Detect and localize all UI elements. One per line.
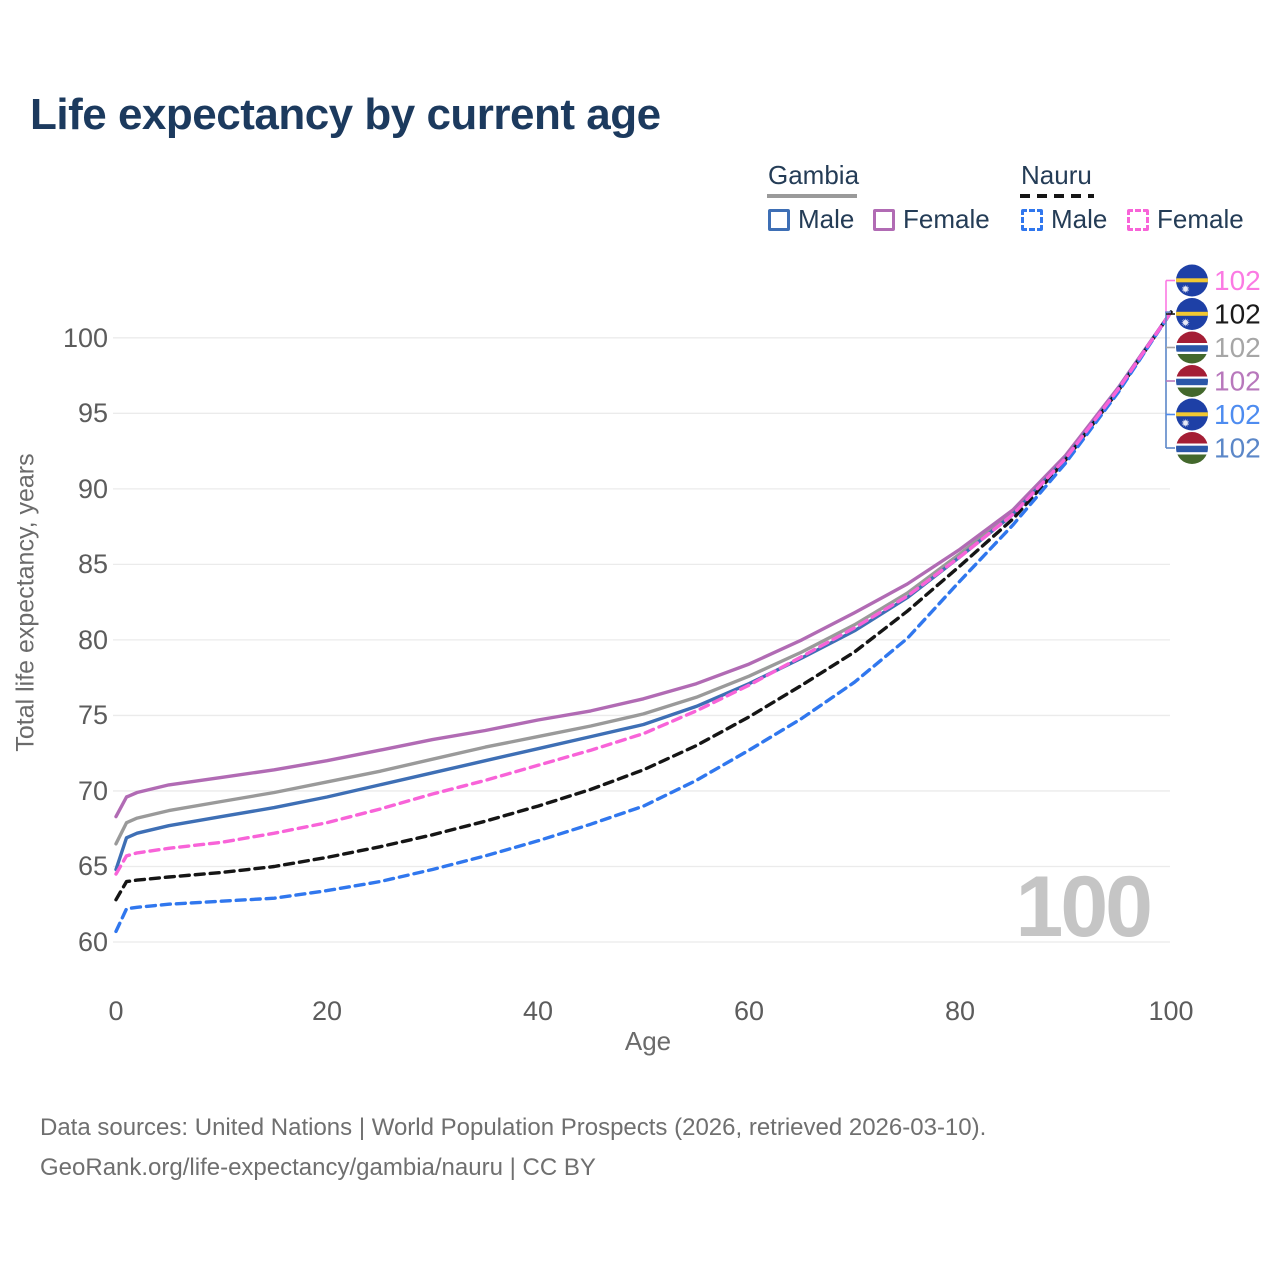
x-tick-label-40: 40 (522, 996, 554, 1026)
x-tick-label-20: 20 (311, 996, 343, 1026)
endpoint-value-gambia-female: 102 (1214, 366, 1261, 397)
series-line-nauru[interactable] (114, 310, 1173, 902)
legend-item-gambia-female[interactable]: Female (873, 204, 990, 235)
legend-gambia-linestyle-swatch (767, 194, 857, 198)
x-tick-label-100: 100 (1148, 996, 1194, 1026)
y-tick-label-70: 70 (77, 775, 108, 806)
footer-datasource: Data sources: United Nations | World Pop… (40, 1114, 987, 1141)
y-tick-label-100: 100 (62, 322, 108, 353)
footer-attribution: Data sources: United Nations | World Pop… (40, 1108, 986, 1188)
series-line-gambia-male[interactable] (114, 310, 1173, 872)
legend-group-nauru[interactable]: Nauru (1021, 160, 1092, 190)
y-tick-label-85: 85 (77, 549, 108, 580)
legend-label: Male (1051, 204, 1108, 234)
page-title: Life expectancy by current age (30, 90, 661, 139)
legend-label: Female (903, 204, 990, 234)
leader-line-bracket (1165, 311, 1171, 448)
endpoint-value-nauru-female: 102 (1214, 265, 1261, 296)
legend-swatch-nauru-female (1127, 208, 1149, 231)
x-tick-label-0: 0 (108, 996, 124, 1026)
flag-icon-gambia[interactable] (1176, 365, 1208, 397)
series-line-gambia[interactable] (114, 310, 1173, 846)
series-line-nauru-female[interactable] (114, 310, 1173, 876)
leader-line-top (1165, 280, 1171, 313)
x-axis-title: Age (624, 1026, 672, 1056)
endpoint-value-nauru-male: 102 (1214, 399, 1261, 430)
x-tick-label-80: 80 (944, 996, 976, 1026)
legend-item-gambia-male[interactable]: Male (768, 204, 854, 235)
legend-swatch-gambia-female (873, 208, 895, 231)
legend-group-gambia[interactable]: Gambia (768, 160, 860, 190)
x-tick-label-60: 60 (733, 996, 765, 1026)
legend-item-nauru-female[interactable]: Female (1127, 204, 1244, 235)
legend-swatch-gambia-male (768, 208, 790, 231)
y-tick-label-60: 60 (77, 927, 108, 957)
flag-icon-gambia[interactable] (1176, 432, 1208, 464)
flag-icon-nauru[interactable] (1176, 298, 1208, 330)
series-line-nauru-male[interactable] (114, 310, 1173, 934)
y-tick-label-75: 75 (77, 700, 108, 731)
legend-item-nauru-male[interactable]: Male (1021, 204, 1107, 235)
endpoint-value-gambia: 102 (1214, 332, 1261, 363)
legend-swatch-nauru-male (1021, 208, 1043, 231)
legend-label: Female (1157, 204, 1244, 234)
y-tick-label-80: 80 (77, 624, 108, 655)
legend-nauru-linestyle-swatch (1020, 194, 1094, 198)
y-tick-label-90: 90 (77, 473, 108, 504)
footer-url[interactable]: GeoRank.org/life-expectancy/gambia/nauru… (40, 1154, 596, 1181)
flag-icon-nauru[interactable] (1176, 398, 1208, 431)
y-tick-label-65: 65 (77, 851, 108, 882)
y-tick-label-95: 95 (77, 398, 108, 429)
age-indicator-watermark: 100 (1015, 859, 1153, 955)
endpoint-value-gambia-male: 102 (1214, 433, 1261, 464)
flag-icon-nauru[interactable] (1176, 264, 1208, 297)
flag-icon-gambia[interactable] (1176, 331, 1208, 364)
endpoint-value-nauru: 102 (1214, 299, 1261, 330)
series-line-gambia-female[interactable] (114, 310, 1173, 819)
legend-label: Male (798, 204, 855, 234)
